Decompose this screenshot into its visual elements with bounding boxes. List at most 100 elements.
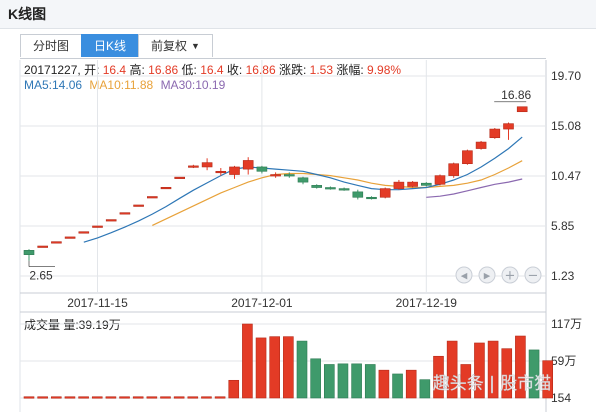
volume-bar [433,355,444,399]
close-value: 16.86 [245,63,276,77]
pct-label: 涨幅: [336,63,364,77]
candle-body [133,204,144,207]
volume-bar [64,396,76,399]
ma30-legend: MA30:10.19 [160,78,226,92]
candle-body [434,175,446,185]
open-value: 16.4 [102,63,127,77]
rewind-icon-glyph: ◂ [461,269,468,284]
quote-date: 20171227 [24,63,78,77]
volume-bar [160,396,171,399]
candle-body [379,188,391,198]
volume-bar [460,364,472,399]
title-bar: K线图 [0,0,596,29]
forward-icon-glyph: ▸ [484,269,491,284]
tab-intraday-label: 分时图 [33,39,70,53]
close-label: 收: [226,63,243,77]
volume-bar [446,340,458,399]
zoom-in-icon[interactable]: + [501,266,519,284]
price-tick-label: 10.47 [551,169,581,183]
candle-body [229,166,240,175]
volume-bar [214,396,226,399]
volume-bar [269,336,281,399]
candle-body [119,212,131,215]
volume-bar [378,369,390,399]
volume-bar [50,396,62,399]
candle-body [448,163,460,176]
tab-intraday[interactable]: 分时图 [20,34,83,57]
candle-body [215,170,227,174]
candle-body [256,166,268,172]
forward-icon-circle [478,266,496,284]
candle-body [503,123,514,130]
candle-body [242,160,254,170]
volume-bar [351,363,362,399]
candle-body [516,106,528,113]
candle-body [352,191,364,198]
tab-daily-k[interactable]: 日K线 [81,34,140,57]
candle-body [283,174,295,177]
date-tick-label: 2017-11-15 [67,296,128,310]
candle-body [366,196,377,200]
low-annotation-label: 2.65 [29,269,53,283]
volume-bar [228,379,240,399]
candle-body [462,150,473,165]
date-tick-label: 2017-12-01 [231,296,293,310]
volume-bar [296,340,308,399]
pct-value: 9.98% [367,63,402,77]
candle-body [325,187,336,190]
volume-bar [78,396,89,399]
change-label: 涨跌: [278,63,307,77]
volume-bar [364,364,376,399]
ma-legend: MA5:14.06 MA10:11.88 MA30:10.19 [24,78,225,92]
candle-body [188,165,199,168]
tab-adjust-label: 前复权 [151,39,188,53]
chart-tabs: 分时图 日K线 前复权 ▼ [20,34,213,58]
forward-icon[interactable]: ▸ [478,266,496,284]
open-label: 开: [84,63,100,77]
quote-info-row: 20171227, 开: 16.4 高: 16.86 低: 16.4 收: 16… [24,63,402,77]
zoom-out-icon[interactable]: − [524,266,542,284]
ma30-line [426,178,523,198]
page-title: K线图 [8,6,47,22]
candle-body [51,241,62,244]
high-label: 高: [129,63,145,77]
volume-bar [105,396,117,399]
candle-body [160,187,172,190]
volume-bar [542,360,554,399]
candle-body [201,162,213,168]
volume-bar [146,396,158,399]
ma5-line [83,136,523,243]
volume-bar [515,335,526,399]
candle-body [311,185,323,188]
candle-body [147,196,158,199]
volume-bar [474,342,485,399]
volume-bar [337,363,349,399]
candle-body [105,219,117,222]
candle-body [475,141,487,149]
volume-tick-label: 154 [551,391,571,405]
volume-bar [242,323,253,399]
date-tick-label: 2017-12-19 [396,296,458,310]
candle-body [78,231,90,234]
volume-tick-label: 117万 [551,317,582,331]
candle-body [420,182,432,186]
tab-adjust-dropdown[interactable]: 前复权 ▼ [138,34,213,57]
price-tick-label: 5.85 [551,219,575,233]
candle-body [174,176,185,179]
rewind-icon[interactable]: ◂ [455,266,473,284]
zoom-in-icon-circle [501,266,519,284]
volume-bar [23,396,35,399]
price-tick-label: 1.23 [551,269,575,283]
volume-bar [37,396,48,399]
zoom-out-icon-glyph: − [528,269,539,284]
volume-bar [419,379,431,399]
volume-bar [405,369,417,399]
tab-daily-k-label: 日K线 [94,39,127,53]
candle-body [393,181,405,189]
candle-body [64,236,76,239]
candle-body [92,225,103,228]
rewind-icon-circle [455,266,473,284]
volume-title: 成交量 量:39.19万 [24,318,121,332]
volume-bar [119,396,130,399]
